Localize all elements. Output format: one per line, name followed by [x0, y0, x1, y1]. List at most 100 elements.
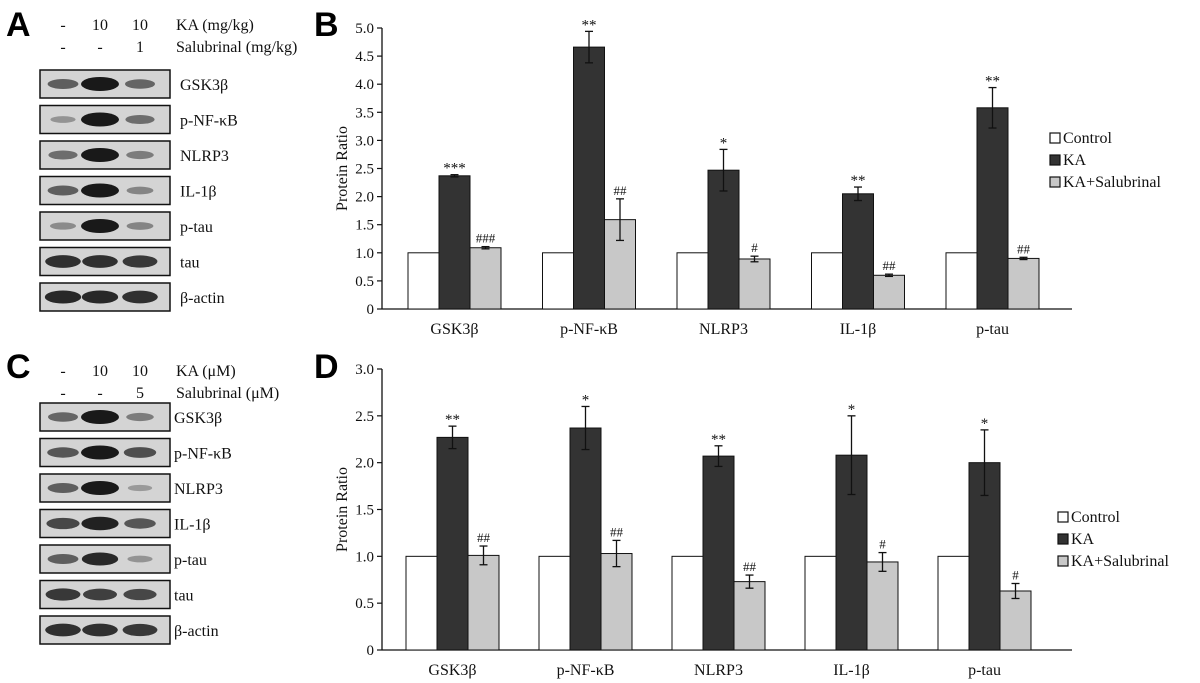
blot-band: [47, 447, 79, 458]
band-label: NLRP3: [174, 481, 223, 498]
legend-label: KA+Salubrinal: [1071, 553, 1169, 570]
band-label: p-tau: [180, 219, 213, 236]
legend-swatch: [1057, 533, 1069, 545]
treatment-value: -: [60, 17, 65, 34]
band-label: IL-1β: [180, 184, 217, 201]
band-label: p-tau: [174, 552, 207, 569]
treatment-value: -: [97, 385, 102, 402]
blot-band: [81, 445, 119, 460]
blot-band: [123, 447, 157, 458]
panel-letter: B: [314, 6, 339, 44]
y-tick-label: 3.5: [355, 105, 374, 121]
significance-mark: ##: [477, 530, 491, 545]
blot-band: [122, 290, 158, 304]
treatment-label: KA (μM): [176, 363, 236, 380]
bar: [600, 553, 633, 651]
blot-band: [81, 77, 119, 91]
bar: [436, 436, 469, 651]
bar: [804, 555, 837, 651]
y-tick-label: 3.0: [355, 362, 374, 378]
blot-band: [81, 112, 119, 127]
blot-band: [48, 150, 78, 160]
x-tick-label: p-NF-κB: [557, 662, 615, 679]
treatment-value: 10: [92, 17, 108, 34]
blot-band: [81, 148, 119, 162]
x-tick-label: p-tau: [968, 662, 1001, 679]
blot-band: [122, 623, 158, 637]
significance-mark: ##: [614, 183, 628, 198]
blot-band: [123, 588, 157, 601]
y-tick-label: 2.0: [355, 190, 374, 206]
blot-band: [126, 186, 154, 195]
y-tick-label: 3.0: [355, 133, 374, 149]
blot-band: [47, 79, 79, 89]
bar: [542, 252, 574, 310]
treatment-value: 10: [132, 363, 148, 380]
y-tick-label: 4.5: [355, 49, 374, 65]
band-label: GSK3β: [174, 410, 222, 427]
bar: [811, 252, 843, 310]
x-tick-label: NLRP3: [694, 662, 743, 679]
y-tick-label: 0: [367, 643, 375, 659]
bar: [702, 455, 735, 651]
blot-band: [126, 150, 154, 160]
significance-mark: **: [582, 17, 597, 33]
legend-label: KA: [1071, 531, 1095, 548]
y-tick-label: 0.5: [355, 274, 374, 290]
panel-letter: C: [6, 348, 31, 386]
blot-band: [45, 623, 81, 637]
blot-band: [50, 222, 76, 230]
blot-band: [48, 412, 78, 422]
blot-band: [81, 290, 119, 304]
legend-swatch: [1057, 555, 1069, 567]
band-label: NLRP3: [180, 148, 229, 165]
x-tick-label: p-tau: [976, 321, 1009, 338]
blot-band: [126, 412, 154, 422]
blot-band: [46, 517, 80, 530]
western-blot-panel-a: A - 10 10 KA (mg/kg) - - 1 Salubrinal (mg/kg) GSK…: [6, 6, 297, 312]
legend-swatch: [1049, 132, 1061, 144]
treatment-value: -: [97, 39, 102, 56]
treatment-label: Salubrinal (μM): [176, 385, 279, 402]
blot-band: [81, 219, 119, 233]
blot-band: [82, 255, 118, 268]
bar: [707, 169, 740, 310]
blot-band: [44, 290, 82, 304]
bar: [866, 561, 899, 651]
blot-band: [81, 410, 119, 424]
bar: [945, 252, 978, 310]
significance-mark: *: [720, 135, 728, 151]
y-tick-label: 2.5: [355, 409, 374, 425]
bar: [469, 247, 502, 310]
blot-band: [81, 552, 119, 566]
significance-mark: #: [879, 537, 886, 552]
legend-swatch: [1049, 176, 1061, 188]
blot-band: [82, 623, 118, 637]
treatment-label: Salubrinal (mg/kg): [176, 39, 297, 56]
x-tick-label: NLRP3: [699, 321, 748, 338]
significance-mark: *: [582, 392, 590, 408]
band-label: tau: [174, 588, 194, 605]
y-axis-label: Protein Ratio: [334, 467, 351, 552]
significance-mark: ##: [743, 559, 757, 574]
significance-mark: #: [751, 240, 758, 255]
bar: [738, 258, 771, 310]
x-tick-label: IL-1β: [840, 321, 877, 338]
blot-band: [127, 484, 153, 492]
significance-mark: #: [1012, 567, 1019, 582]
bar-chart-panel-b: B 0 0.5 1.0 1.5 2.0 2.5 3.0 3.5 4.0 4.5 5.0 Protein …: [314, 6, 1161, 338]
legend-label: KA+Salubrinal: [1063, 174, 1161, 191]
y-tick-label: 1.5: [355, 503, 374, 519]
blot-band: [122, 255, 158, 268]
bar: [1007, 257, 1040, 310]
band-label: β-actin: [180, 290, 225, 307]
panel-letter: A: [6, 6, 31, 44]
treatment-value: 1: [136, 39, 144, 56]
bar: [733, 581, 766, 651]
band-label: p-NF-κB: [174, 446, 232, 463]
legend-label: Control: [1063, 130, 1112, 147]
bar: [873, 274, 905, 310]
treatment-value: 5: [136, 385, 144, 402]
